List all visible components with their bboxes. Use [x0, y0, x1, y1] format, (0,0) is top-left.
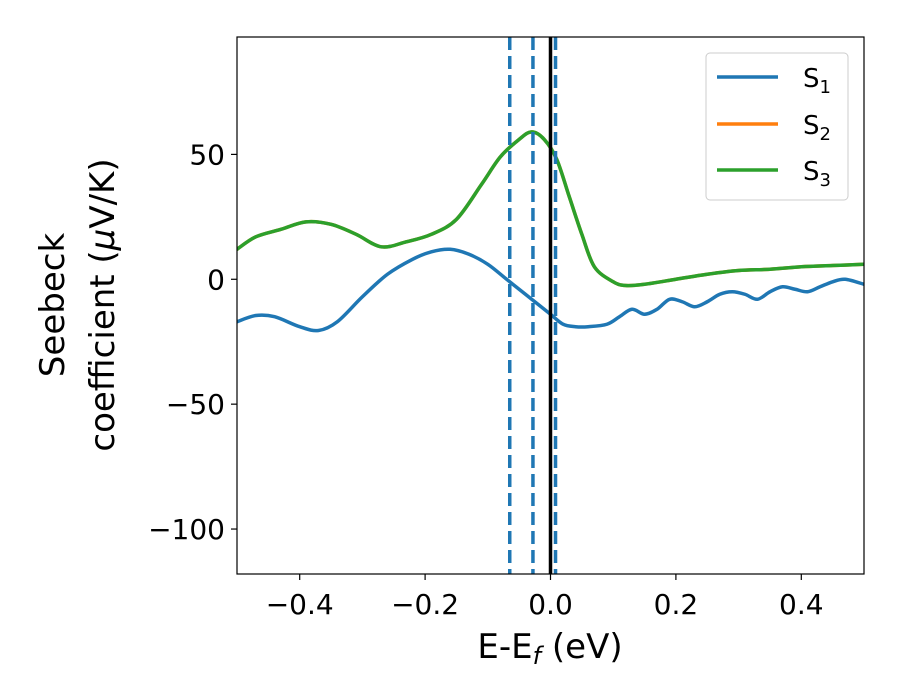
y-tick-label: −100 — [148, 513, 225, 546]
series-line-s3 — [237, 130, 864, 288]
y-tick-label: −50 — [166, 388, 225, 421]
x-tick-label: 0.2 — [654, 588, 699, 621]
x-tick-label: −0.2 — [391, 588, 459, 621]
legend-label-s1: S1 — [803, 64, 831, 98]
x-tick-label: 0.0 — [528, 588, 573, 621]
x-axis-ticks: −0.4 −0.2 0.0 0.2 0.4 — [266, 574, 824, 621]
legend-frame — [705, 52, 849, 201]
x-tick-label: −0.4 — [266, 588, 334, 621]
legend: S1 S2 S3 — [705, 52, 849, 201]
y-axis-title-line1: Seebeck — [33, 233, 73, 378]
y-axis-ticks: −100 −50 0 50 — [148, 138, 237, 546]
x-tick-label: 0.4 — [779, 588, 824, 621]
y-tick-label: 0 — [207, 263, 225, 296]
legend-label-s2: S2 — [803, 111, 831, 145]
vertical-reference-lines — [507, 37, 558, 574]
legend-label-s3: S3 — [803, 157, 831, 191]
x-axis-title: E-Ef (eV) — [477, 627, 622, 670]
y-tick-label: 50 — [189, 138, 225, 171]
series-line-s1 — [237, 247, 864, 333]
series-layer — [237, 130, 864, 333]
y-axis-title-line2: coefficient (μV/K) — [83, 158, 123, 451]
